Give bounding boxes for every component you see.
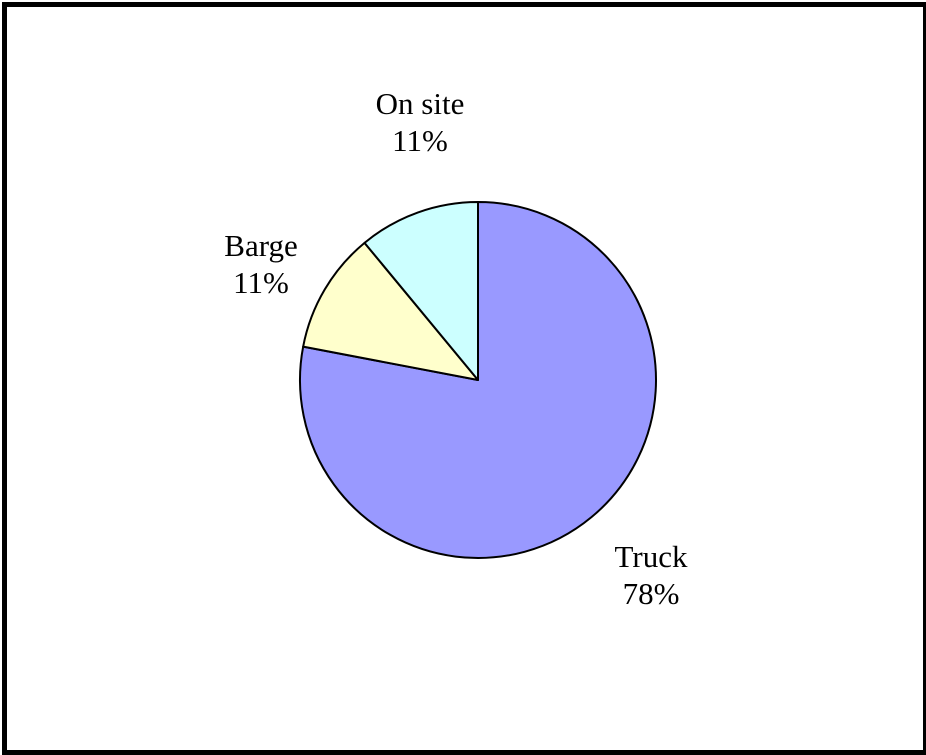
pie-slice-barge (302, 241, 479, 381)
pie-slice-truck (298, 201, 657, 559)
slice-name-barge: Barge (224, 228, 298, 263)
pie-slice-on-site (363, 201, 479, 381)
slice-label-truck: Truck 78% (615, 538, 688, 612)
slice-name-truck: Truck (614, 539, 688, 574)
slice-percent-on-site: 11% (392, 123, 448, 158)
slice-name-on-site: On site (375, 86, 465, 121)
pie-slices (298, 201, 657, 559)
slice-label-barge: Barge 11% (224, 227, 297, 301)
slice-percent-truck: 78% (622, 576, 680, 611)
slice-percent-barge: 11% (233, 265, 289, 300)
slice-label-on-site: On site 11% (376, 85, 465, 159)
